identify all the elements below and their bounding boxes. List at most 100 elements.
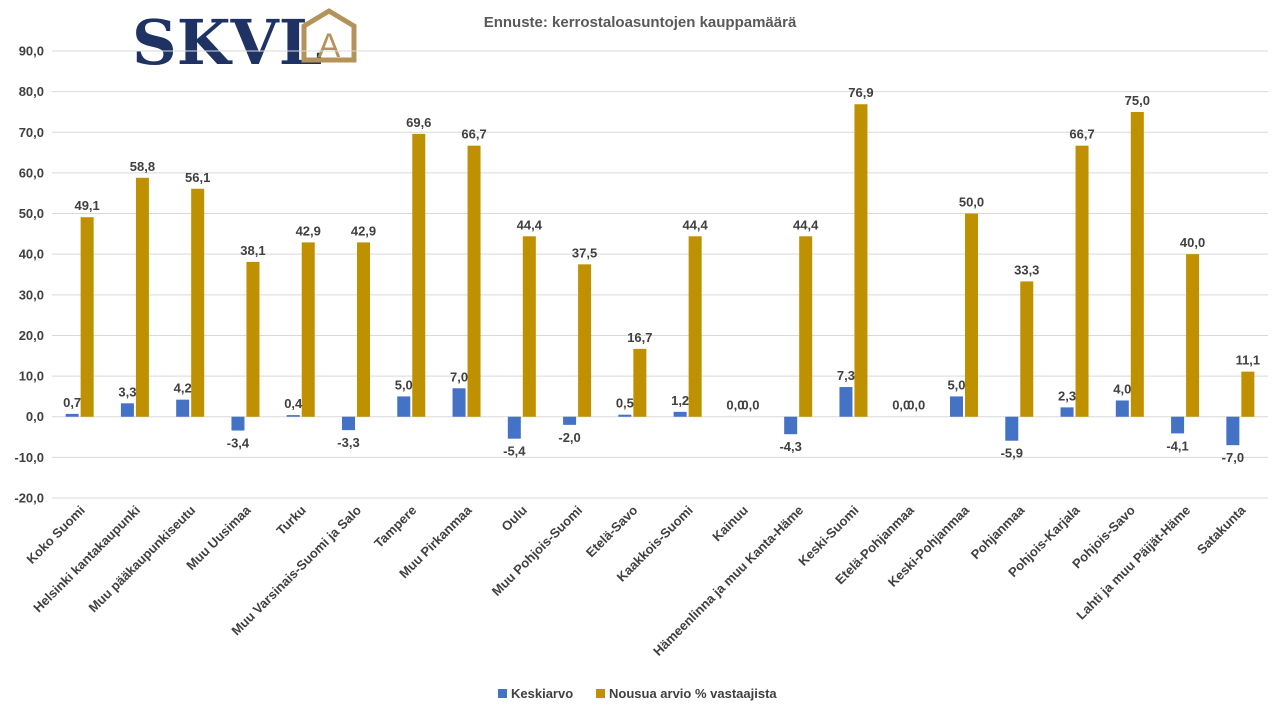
y-tick-label: 40,0 bbox=[19, 247, 44, 262]
data-label: -5,4 bbox=[503, 444, 526, 459]
data-label: 11,1 bbox=[1236, 353, 1261, 368]
y-tick-label: 90,0 bbox=[19, 44, 44, 59]
data-label: -3,3 bbox=[337, 435, 359, 450]
bar-nousua bbox=[412, 133, 426, 417]
bar-nousua bbox=[301, 242, 315, 417]
data-label: -2,0 bbox=[558, 430, 580, 445]
logo-house-icon: A bbox=[301, 8, 357, 65]
legend-swatch bbox=[596, 689, 605, 698]
legend: Keskiarvo Nousua arvio % vastaajista bbox=[498, 686, 777, 701]
bar-nousua bbox=[80, 217, 94, 417]
bar-keskiarvo bbox=[618, 414, 632, 417]
chart-title: Ennuste: kerrostaloasuntojen kauppamäärä bbox=[484, 14, 797, 31]
bar-nousua bbox=[135, 177, 149, 417]
x-tick-label: Oulu bbox=[498, 502, 530, 534]
bar-nousua bbox=[357, 242, 370, 417]
bar-nousua bbox=[1186, 254, 1200, 417]
logo-mark: A bbox=[318, 27, 341, 65]
data-label: 1,2 bbox=[671, 393, 689, 408]
y-tick-label: 10,0 bbox=[19, 369, 44, 384]
bar-nousua bbox=[467, 145, 481, 417]
bar-nousua bbox=[191, 188, 205, 417]
bar-nousua bbox=[965, 213, 978, 417]
data-label: 75,0 bbox=[1125, 93, 1150, 108]
data-label: 37,5 bbox=[572, 245, 597, 260]
data-label: 44,4 bbox=[793, 217, 819, 232]
bar-keskiarvo bbox=[452, 388, 466, 417]
data-label: -5,9 bbox=[1001, 446, 1023, 461]
data-label: 33,3 bbox=[1014, 262, 1039, 277]
logo-text: SKVL bbox=[132, 6, 322, 79]
data-label: 49,1 bbox=[74, 198, 99, 213]
bar-keskiarvo bbox=[397, 396, 411, 417]
x-tick-label: Satakunta bbox=[1194, 502, 1249, 557]
y-tick-label: 20,0 bbox=[19, 328, 44, 343]
data-label: 4,2 bbox=[174, 381, 192, 396]
bar-nousua bbox=[854, 104, 868, 417]
bar-keskiarvo bbox=[563, 416, 577, 425]
data-label: 69,6 bbox=[406, 115, 431, 130]
data-label: 7,0 bbox=[450, 369, 468, 384]
x-tick-label: Etelä-Savo bbox=[583, 502, 641, 560]
data-label: -4,3 bbox=[779, 439, 801, 454]
data-label: 0,4 bbox=[284, 396, 303, 411]
x-tick-label: Muu Pohjois-Suomi bbox=[489, 503, 585, 599]
data-label: 40,0 bbox=[1180, 235, 1205, 250]
legend-swatch bbox=[498, 689, 507, 698]
y-tick-label: 70,0 bbox=[19, 125, 44, 140]
data-label: 44,4 bbox=[517, 217, 543, 232]
x-tick-label: Kainuu bbox=[709, 502, 751, 544]
bar-keskiarvo bbox=[1060, 407, 1074, 417]
bar-nousua bbox=[799, 236, 813, 417]
data-label: 0,0 bbox=[741, 398, 759, 413]
bar-keskiarvo bbox=[286, 415, 300, 417]
y-tick-label: 60,0 bbox=[19, 165, 44, 180]
data-label: 42,9 bbox=[296, 223, 321, 238]
y-tick-label: -10,0 bbox=[14, 450, 44, 465]
y-axis-ticks: 90,0 80,0 70,0 60,0 50,0 40,0 30,0 20,0 10,0 0,0 -… bbox=[14, 44, 44, 506]
bar-keskiarvo bbox=[1115, 400, 1129, 417]
bar-keskiarvo bbox=[120, 403, 134, 417]
data-label: -3,4 bbox=[227, 436, 250, 451]
data-label: 44,4 bbox=[682, 217, 708, 232]
bar-keskiarvo bbox=[1005, 416, 1019, 441]
bar-nousua bbox=[1130, 111, 1144, 417]
x-tick-label: Muu pääkaupunkiseutu bbox=[86, 502, 199, 615]
legend-label: Keskiarvo bbox=[511, 686, 573, 701]
bar-nousua bbox=[1241, 371, 1255, 417]
data-label: 66,7 bbox=[461, 127, 486, 142]
bar-keskiarvo bbox=[839, 387, 853, 417]
x-tick-label: Tampere bbox=[371, 503, 419, 551]
data-label: -7,0 bbox=[1222, 450, 1244, 465]
bar-nousua bbox=[633, 348, 647, 417]
data-label: 2,3 bbox=[1058, 388, 1076, 403]
y-tick-label: 30,0 bbox=[19, 287, 44, 302]
data-label: 0,0 bbox=[726, 398, 744, 413]
bar-nousua bbox=[1075, 145, 1089, 417]
data-label: 76,9 bbox=[848, 85, 873, 100]
data-label: 7,3 bbox=[837, 368, 855, 383]
bar-keskiarvo bbox=[784, 416, 798, 435]
y-tick-label: 80,0 bbox=[19, 84, 44, 99]
logo: SKVL A bbox=[132, 6, 357, 79]
legend-label: Nousua arvio % vastaajista bbox=[609, 686, 777, 701]
bar-nousua bbox=[246, 261, 260, 417]
bar-keskiarvo bbox=[65, 413, 79, 417]
bar-keskiarvo bbox=[231, 416, 245, 431]
data-label: 5,0 bbox=[395, 377, 413, 392]
bar-keskiarvo bbox=[507, 416, 521, 439]
data-labels: 0,7 49,1 3,3 58,8 4,2 56,1 -3,4 38,1 0,4 42,9 -3,3… bbox=[63, 85, 1260, 465]
x-tick-label: Lahti ja muu Päijät-Häme bbox=[1073, 503, 1193, 623]
bar-keskiarvo bbox=[1226, 416, 1240, 446]
data-label: 0,0 bbox=[907, 398, 925, 413]
data-label: 16,7 bbox=[627, 330, 652, 345]
data-label: -4,1 bbox=[1166, 438, 1188, 453]
bar-nousua bbox=[1020, 281, 1034, 417]
data-label: 4,0 bbox=[1113, 381, 1131, 396]
bars bbox=[65, 104, 1255, 446]
x-tick-label: Turku bbox=[273, 502, 309, 538]
data-label: 50,0 bbox=[959, 195, 984, 210]
data-label: 66,7 bbox=[1069, 127, 1094, 142]
